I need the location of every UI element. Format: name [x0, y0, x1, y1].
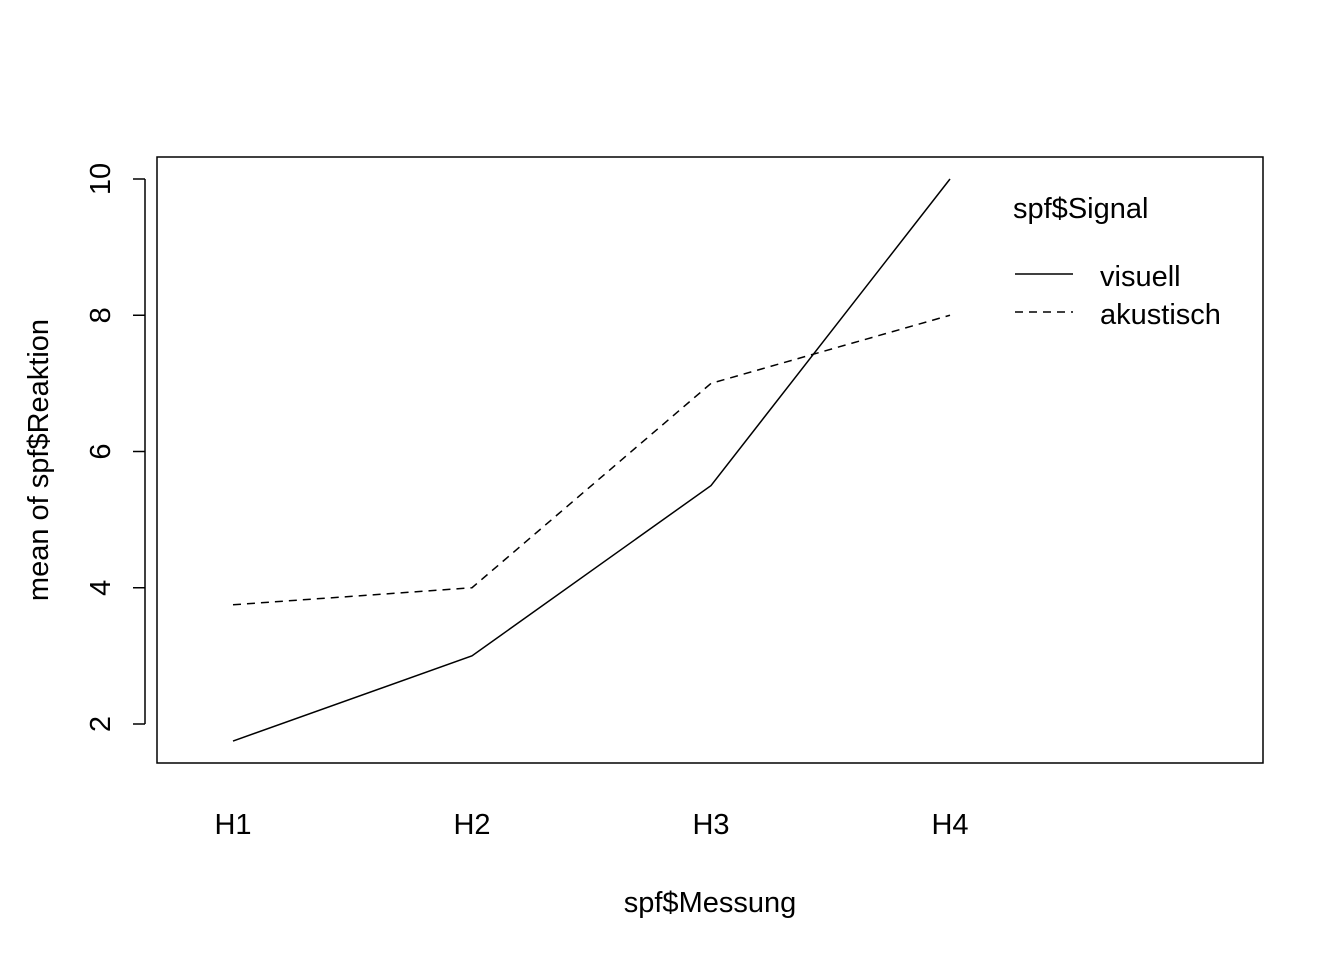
x-axis-ticks: H1 H2 H3 H4 [214, 809, 968, 841]
y-tick-label: 2 [85, 716, 117, 732]
y-tick-label: 6 [85, 443, 117, 459]
plot-frame [156, 156, 1264, 764]
x-tick-label: H1 [214, 809, 251, 841]
legend: spf$Signal visuell akustisch [1013, 193, 1221, 331]
x-tick-label: H3 [692, 809, 729, 841]
x-tick-label: H2 [453, 809, 490, 841]
legend-label-akustisch: akustisch [1100, 299, 1221, 331]
y-tick-label: 8 [85, 307, 117, 323]
y-tick-label: 10 [85, 163, 117, 195]
series-line-visuell [232, 178, 951, 742]
series-layer [232, 178, 951, 742]
y-axis-ticks: 2 4 6 8 10 [85, 163, 145, 732]
series-line-akustisch [232, 314, 951, 606]
y-tick-label: 4 [85, 580, 117, 596]
x-axis-label: spf$Messung [624, 887, 797, 919]
y-axis-label: mean of spf$Reaktion [23, 319, 55, 601]
x-tick-label: H4 [931, 809, 968, 841]
legend-title: spf$Signal [1013, 193, 1148, 225]
legend-label-visuell: visuell [1100, 261, 1181, 293]
